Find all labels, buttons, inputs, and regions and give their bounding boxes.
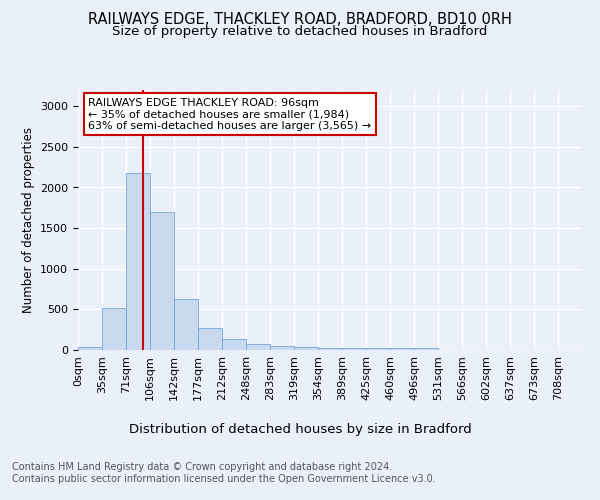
Bar bbox=[390, 348, 414, 350]
Text: RAILWAYS EDGE THACKLEY ROAD: 96sqm
← 35% of detached houses are smaller (1,984)
: RAILWAYS EDGE THACKLEY ROAD: 96sqm ← 35%… bbox=[88, 98, 371, 131]
Bar bbox=[294, 347, 318, 350]
Bar bbox=[174, 299, 198, 350]
Bar bbox=[414, 348, 438, 350]
Bar bbox=[270, 346, 294, 350]
Bar bbox=[222, 340, 246, 350]
Text: Distribution of detached houses by size in Bradford: Distribution of detached houses by size … bbox=[128, 422, 472, 436]
Text: Size of property relative to detached houses in Bradford: Size of property relative to detached ho… bbox=[112, 25, 488, 38]
Bar bbox=[102, 308, 126, 350]
Bar bbox=[78, 347, 102, 350]
Bar bbox=[150, 212, 174, 350]
Bar bbox=[342, 348, 366, 350]
Bar bbox=[366, 348, 390, 350]
Text: RAILWAYS EDGE, THACKLEY ROAD, BRADFORD, BD10 0RH: RAILWAYS EDGE, THACKLEY ROAD, BRADFORD, … bbox=[88, 12, 512, 28]
Bar bbox=[126, 174, 150, 350]
Y-axis label: Number of detached properties: Number of detached properties bbox=[22, 127, 35, 313]
Bar bbox=[246, 344, 270, 350]
Bar bbox=[318, 348, 342, 350]
Text: Contains HM Land Registry data © Crown copyright and database right 2024.
Contai: Contains HM Land Registry data © Crown c… bbox=[12, 462, 436, 484]
Bar bbox=[198, 328, 222, 350]
